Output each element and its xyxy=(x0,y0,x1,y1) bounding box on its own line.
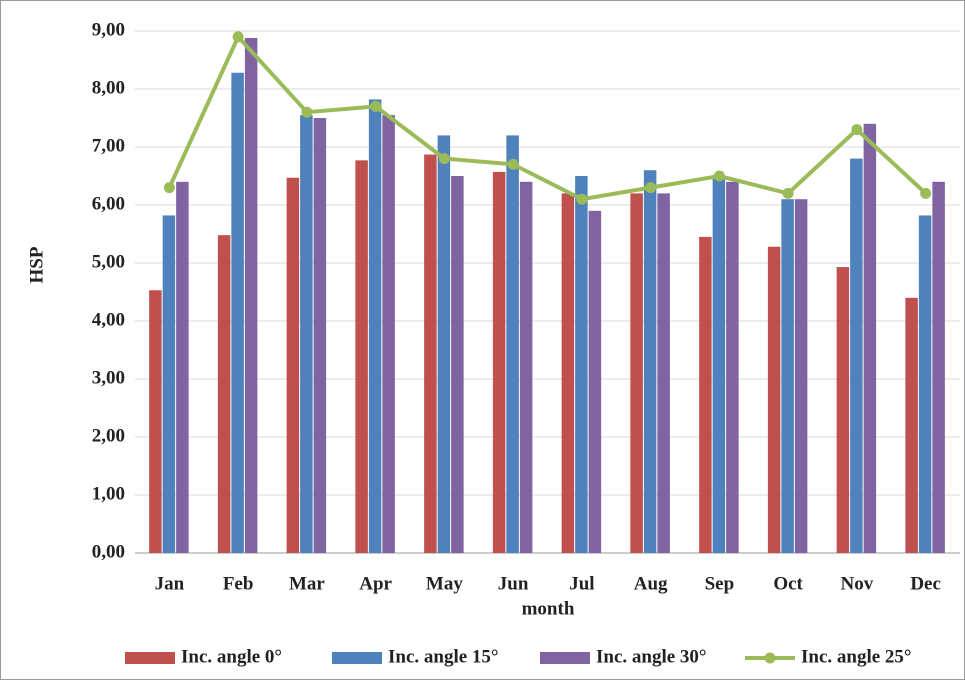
y-tick-label: 2,00 xyxy=(92,425,125,446)
bar xyxy=(382,115,395,553)
bar xyxy=(149,290,162,553)
bar xyxy=(575,176,588,553)
x-tick-label: Sep xyxy=(705,573,735,594)
bar xyxy=(726,181,739,554)
line-marker xyxy=(232,31,244,43)
legend-swatch xyxy=(332,652,382,664)
bar xyxy=(630,193,643,553)
bar xyxy=(905,297,918,553)
bar xyxy=(767,246,781,553)
line-marker xyxy=(301,106,313,118)
bar xyxy=(176,181,189,554)
bar xyxy=(836,267,850,553)
y-tick-label: 1,00 xyxy=(92,483,125,504)
x-tick-label: Feb xyxy=(223,573,254,594)
y-tick-label: 7,00 xyxy=(92,135,125,156)
bar xyxy=(355,160,368,553)
line-marker xyxy=(576,193,588,205)
legend-swatch xyxy=(764,652,776,664)
legend-label: Inc. angle 15° xyxy=(388,646,499,667)
line-marker xyxy=(851,124,863,136)
bar xyxy=(300,115,313,553)
line-marker xyxy=(163,182,175,194)
legend-swatch xyxy=(540,652,590,664)
bar xyxy=(313,118,327,553)
bar xyxy=(588,210,602,554)
x-tick-label: Jun xyxy=(498,573,529,594)
line-marker xyxy=(782,187,794,199)
bar xyxy=(794,199,808,553)
x-tick-label: May xyxy=(426,573,463,594)
bar xyxy=(424,154,437,554)
bar xyxy=(437,135,451,553)
x-tick-label: Jul xyxy=(569,573,594,594)
bar xyxy=(699,236,712,553)
line-marker xyxy=(920,187,932,199)
y-tick-label: 8,00 xyxy=(92,77,125,98)
x-tick-label: Jan xyxy=(155,573,185,594)
x-tick-label: Dec xyxy=(910,573,941,594)
bar xyxy=(932,181,945,554)
y-tick-label: 3,00 xyxy=(92,367,125,388)
bar xyxy=(863,123,877,554)
bar xyxy=(781,199,794,553)
bar xyxy=(231,72,244,553)
bar xyxy=(519,181,533,554)
x-axis-label: month xyxy=(522,598,575,619)
bar xyxy=(643,170,657,553)
bar xyxy=(162,215,176,553)
legend-label: Inc. angle 0° xyxy=(181,646,282,667)
bar xyxy=(561,193,575,553)
line-marker xyxy=(713,170,725,182)
bar xyxy=(918,215,932,553)
line-marker xyxy=(507,158,519,170)
y-tick-label: 6,00 xyxy=(92,193,125,214)
x-tick-label: Apr xyxy=(359,573,392,594)
y-tick-label: 5,00 xyxy=(92,251,125,272)
x-tick-label: Nov xyxy=(841,573,874,594)
y-axis-label: HSP xyxy=(26,246,47,283)
x-tick-label: Aug xyxy=(634,573,668,594)
line-marker xyxy=(438,153,450,165)
bar xyxy=(657,193,670,553)
y-tick-label: 0,00 xyxy=(92,541,125,562)
y-tick-label: 9,00 xyxy=(92,19,125,40)
line-marker xyxy=(645,182,657,194)
line-marker xyxy=(370,100,382,112)
bar xyxy=(217,235,231,553)
bar xyxy=(286,177,300,554)
y-tick-label: 4,00 xyxy=(92,309,125,330)
bar xyxy=(712,176,726,553)
bar xyxy=(850,158,863,553)
legend-label: Inc. angle 30° xyxy=(596,646,707,667)
x-tick-label: Mar xyxy=(289,573,325,594)
line xyxy=(167,33,927,202)
bar xyxy=(506,135,519,553)
legend-swatch xyxy=(125,652,175,664)
bar xyxy=(451,176,464,553)
bar xyxy=(492,171,506,553)
bar xyxy=(368,99,382,553)
x-tick-label: Oct xyxy=(773,573,803,594)
bar xyxy=(244,37,258,553)
legend-label: Inc. angle 25° xyxy=(801,646,912,667)
